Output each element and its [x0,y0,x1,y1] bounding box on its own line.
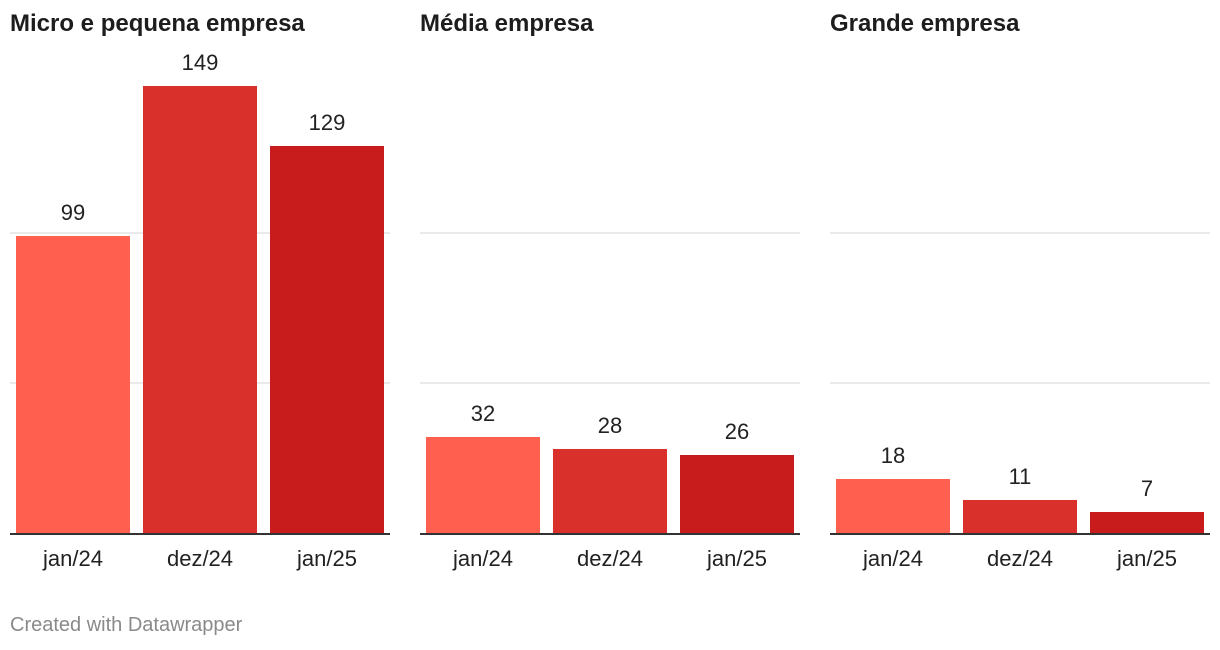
x-tick-label: jan/25 [296,546,357,571]
data-label: 7 [1141,476,1153,501]
data-label: 28 [598,413,622,438]
data-label: 18 [881,443,905,468]
panel-micro-pequena-empresa: Micro e pequena empresa 99 jan/24 149 dez/2… [10,0,390,600]
bar [426,437,540,533]
data-label: 26 [725,419,749,444]
bar-chart: 32 jan/24 28 dez/24 26 jan/25 [420,232,800,571]
x-tick-label: dez/24 [577,546,643,571]
panel-title: Média empresa [420,10,594,37]
data-label: 129 [309,110,346,135]
x-tick-label: dez/24 [167,546,233,571]
footer-credit: Created with Datawrapper [10,614,243,636]
data-label: 99 [61,200,85,225]
data-label: 32 [471,401,495,426]
bar [270,146,384,533]
bar [680,455,794,533]
panel-media-empresa: Média empresa 32 jan/24 28 dez/24 26 jan/25 [420,0,800,600]
bar [16,236,130,533]
x-tick-label: jan/25 [706,546,767,571]
x-tick-label: jan/24 [862,546,923,571]
x-tick-label: jan/25 [1116,546,1177,571]
panel-title: Grande empresa [830,10,1020,37]
bar [836,479,950,533]
x-tick-label: jan/24 [452,546,513,571]
bar [963,500,1077,533]
bar [1090,512,1204,533]
bar [553,449,667,533]
x-tick-label: dez/24 [987,546,1053,571]
bar [143,86,257,533]
x-tick-label: jan/24 [42,546,103,571]
panel-title: Micro e pequena empresa [10,10,305,37]
data-label: 149 [182,50,219,75]
bar-chart: 18 jan/24 11 dez/24 7 jan/25 [830,232,1210,571]
panel-grande-empresa: Grande empresa 18 jan/24 11 dez/24 7 jan/25 [830,0,1210,600]
data-label: 11 [1009,464,1032,489]
bar-chart: 99 jan/24 149 dez/24 129 jan/25 [10,50,390,571]
